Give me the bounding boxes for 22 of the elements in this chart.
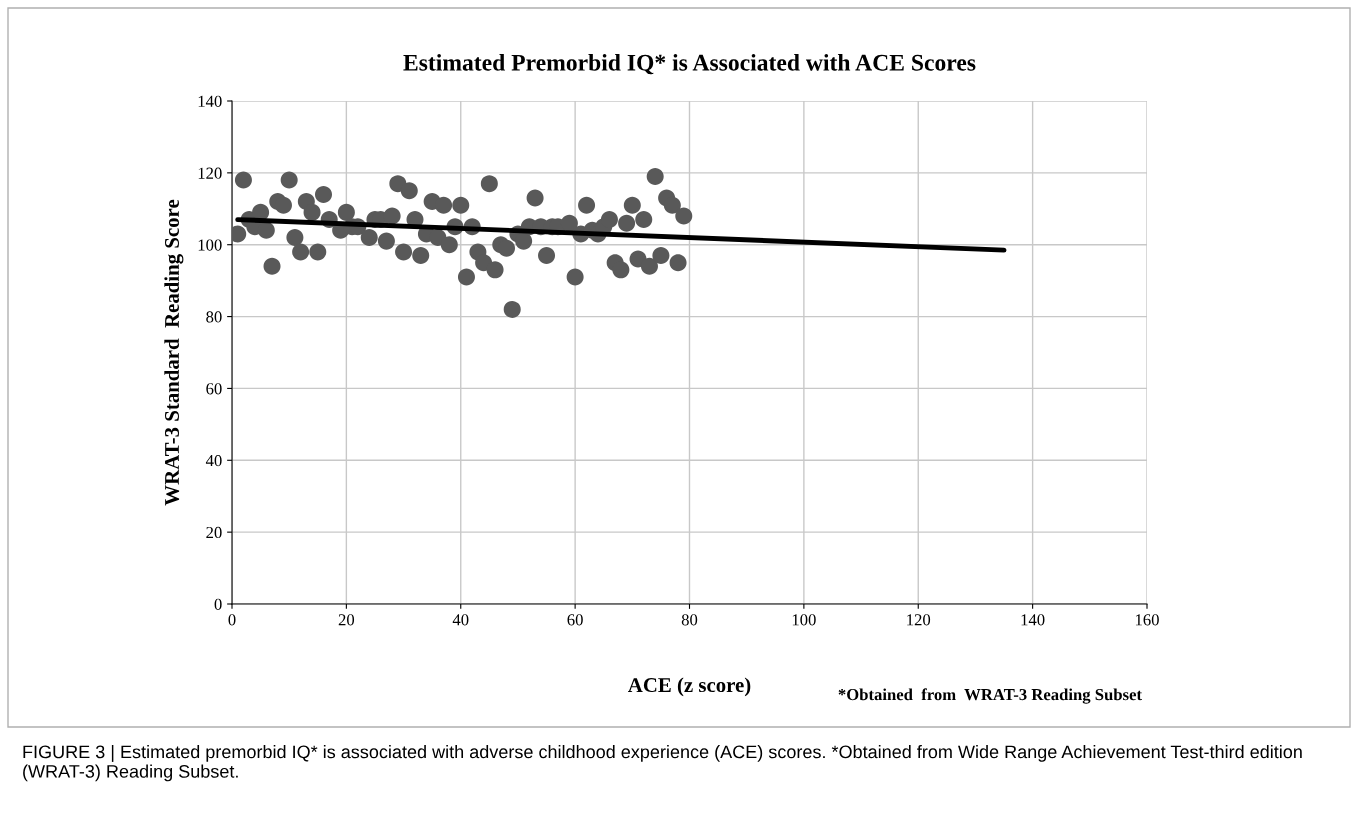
x-axis-title: ACE (z score) (627, 677, 751, 697)
y-tick-label: 120 (198, 167, 222, 179)
x-tick-label: 100 (792, 614, 816, 626)
x-tick-label: 0 (228, 614, 236, 626)
text: *Obtained from WRAT-3 Reading Subset (838, 688, 1142, 704)
y-tick-label: 80 (206, 311, 222, 323)
y-tick-label: 100 (198, 239, 222, 251)
x-tick-label: 140 (1021, 614, 1045, 626)
y-tick-label: 60 (206, 383, 222, 395)
x-tick-label: 160 (1135, 614, 1159, 626)
y-tick-label: 0 (214, 598, 222, 610)
y-axis-title: WRAT-3 Standard Reading Score (164, 199, 184, 506)
y-tick-label: 40 (205, 454, 222, 467)
y-tick-label: 140 (198, 95, 222, 107)
x-tick-label: 80 (681, 614, 698, 626)
x-tick-label: 40 (452, 614, 469, 626)
x-tick-label: 120 (907, 614, 931, 626)
chart-title: Estimated Premorbid IQ* is Associated with ACE Scores (403, 54, 976, 75)
caption: FIGURE 3 | Estimated premorbid IQ* is associated with adverse childhood experience (ACE) scores. *Obtained from Wide Range Achievement Test-third edition (WRAT-3) Reading Subset. (23, 745, 1302, 782)
y-tick-label: 20 (206, 526, 222, 539)
x-tick-label: 60 (567, 614, 583, 626)
x-tick-label: 20 (338, 614, 355, 626)
